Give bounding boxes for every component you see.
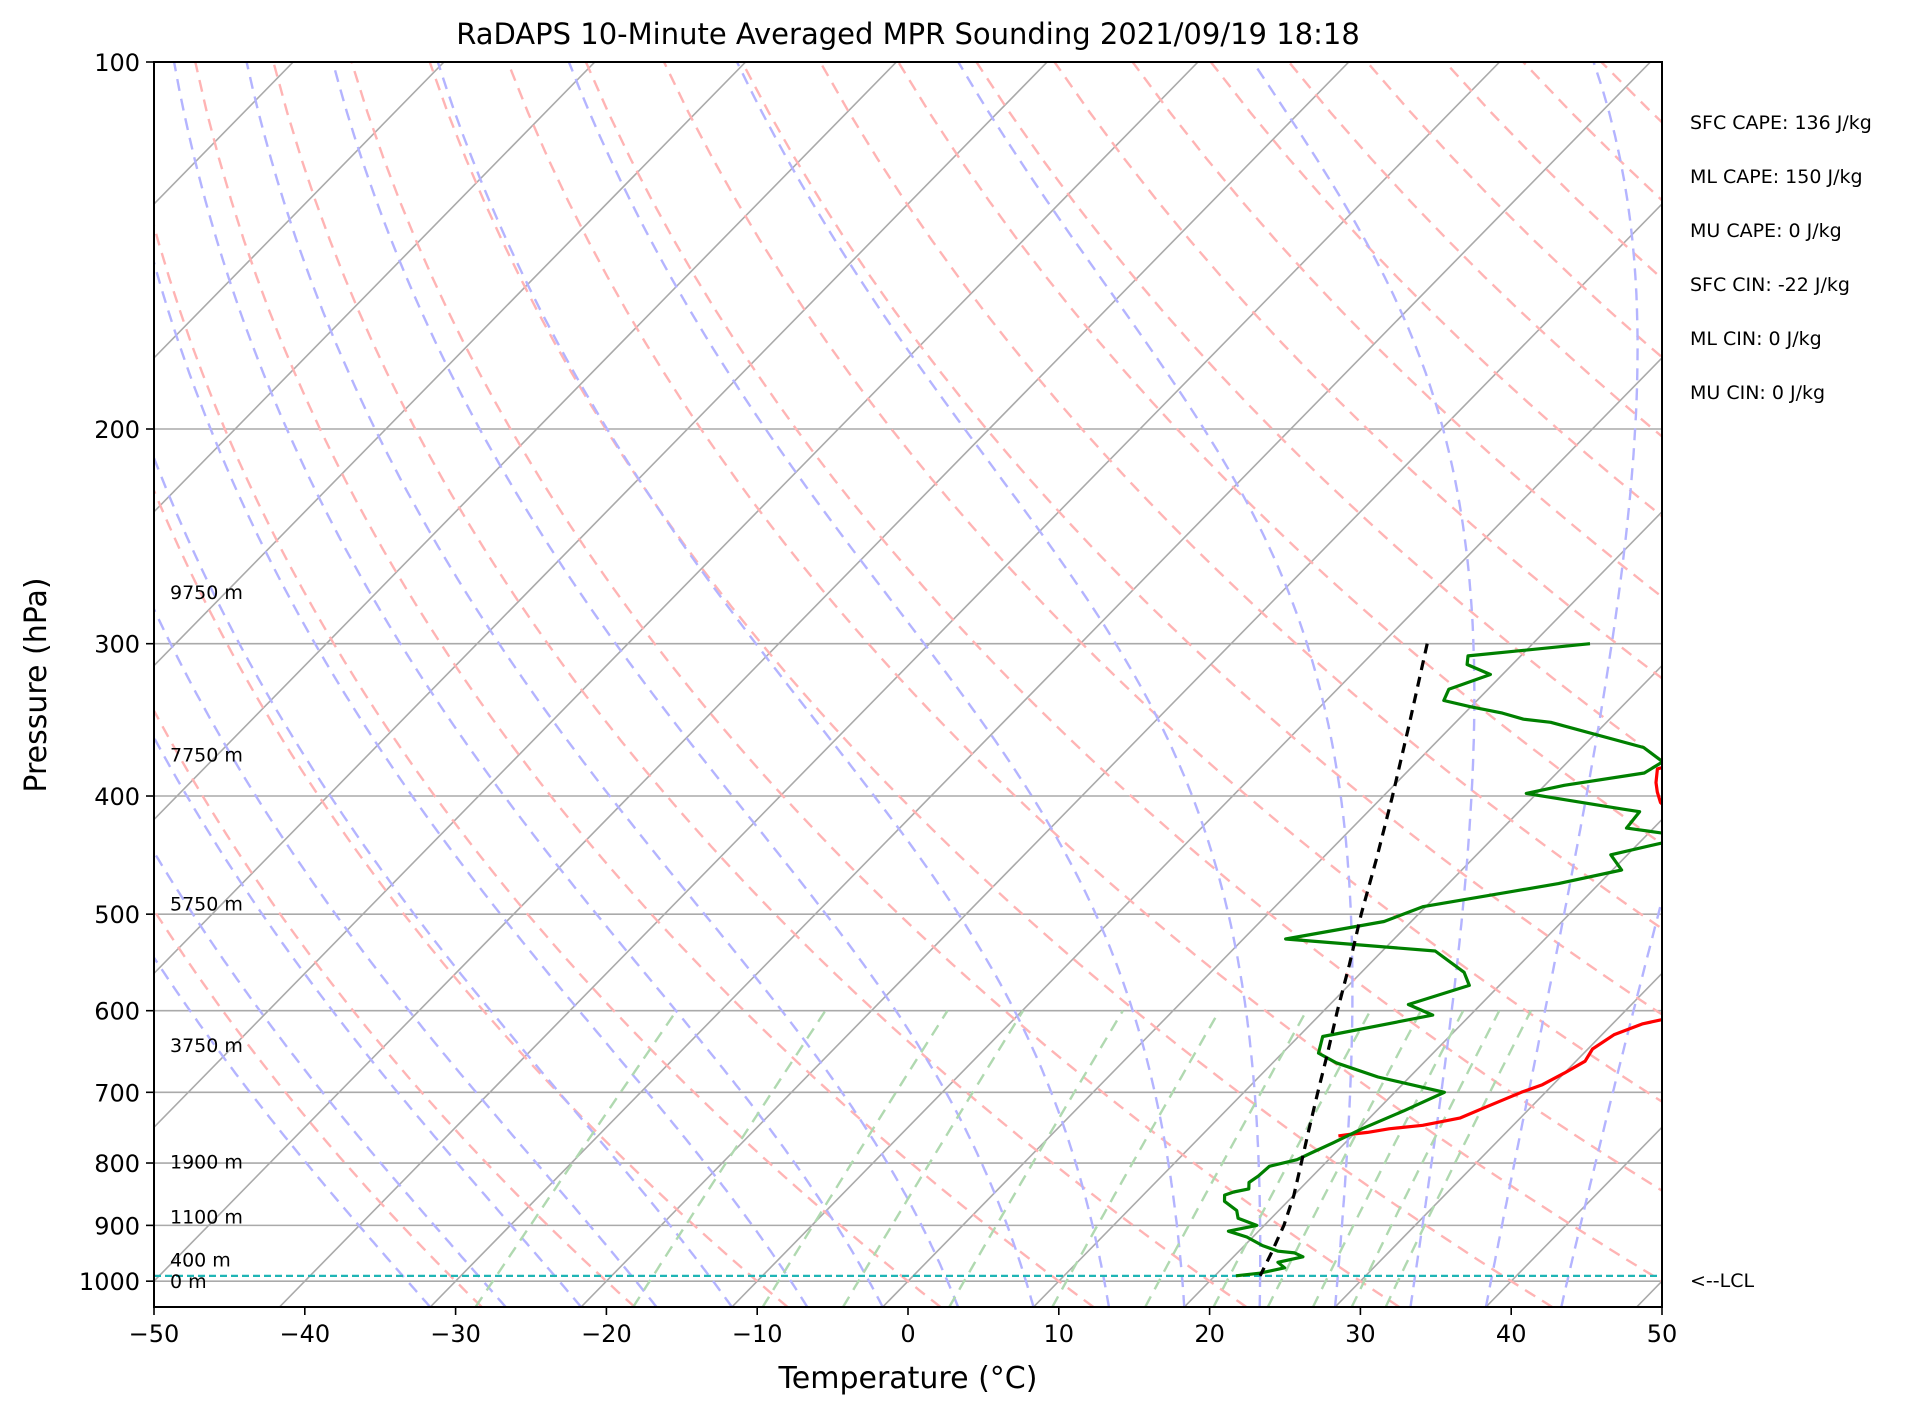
x-tick-label: 40 xyxy=(1496,1320,1527,1348)
isotherm xyxy=(1334,972,1662,1307)
moist-adiabat xyxy=(957,62,1354,1307)
dry-adiabat xyxy=(154,908,483,1307)
isotherm xyxy=(154,62,445,360)
stability-index: ML CIN: 0 J/kg xyxy=(1690,328,1822,350)
moist-adiabat xyxy=(331,62,1035,1307)
isotherm xyxy=(1032,664,1662,1307)
x-tick-label: −40 xyxy=(279,1320,330,1348)
mixing-ratio-line xyxy=(1350,1010,1501,1307)
height-label: 400 m xyxy=(170,1250,231,1272)
x-tick-label: −10 xyxy=(732,1320,783,1348)
moist-adiabat xyxy=(154,606,658,1307)
moist-adiabat xyxy=(154,955,432,1307)
temperature-profile xyxy=(1338,765,1662,1138)
height-label: 1100 m xyxy=(170,1206,243,1228)
x-tick-label: 20 xyxy=(1194,1320,1225,1348)
dry-adiabat xyxy=(662,62,1662,1104)
parcel-profile xyxy=(1258,643,1429,1277)
mixing-ratio-line xyxy=(761,1010,949,1307)
mixing-ratio-line xyxy=(948,1010,1124,1307)
y-tick-label: 100 xyxy=(94,49,140,77)
mixing-ratio-line xyxy=(1212,1010,1372,1307)
mixing-ratio-line xyxy=(1266,1010,1423,1307)
height-label: 7750 m xyxy=(170,745,243,767)
isotherm xyxy=(154,62,1350,1283)
x-tick-label: 10 xyxy=(1044,1320,1075,1348)
dewpoint-profile xyxy=(1222,642,1662,1278)
mixing-ratio-line xyxy=(1311,1010,1465,1307)
moist-adiabat xyxy=(735,62,1262,1307)
moist-adiabat xyxy=(567,62,1186,1307)
isotherm xyxy=(882,510,1662,1307)
moist-adiabat xyxy=(1484,62,1639,1307)
height-label: 5750 m xyxy=(170,893,243,915)
isotherm xyxy=(731,356,1662,1307)
mixing-ratio-line xyxy=(1051,1010,1221,1307)
mixing-ratio-line xyxy=(1384,1010,1533,1307)
y-tick-label: 900 xyxy=(94,1212,140,1240)
dry-adiabat xyxy=(154,708,636,1307)
chart-title: RaDAPS 10-Minute Averaged MPR Sounding 2… xyxy=(456,17,1360,51)
dry-adiabat xyxy=(584,62,1662,1193)
dry-adiabat xyxy=(350,62,1400,1307)
height-label: 9750 m xyxy=(170,582,243,604)
y-tick-label: 400 xyxy=(94,783,140,811)
x-tick-label: 0 xyxy=(900,1320,915,1348)
height-label: 3750 m xyxy=(170,1035,243,1057)
stability-index: MU CAPE: 0 J/kg xyxy=(1690,220,1842,242)
mixing-ratio-line xyxy=(632,1010,827,1307)
moist-adiabat xyxy=(245,62,960,1307)
isotherm xyxy=(154,62,897,821)
moist-adiabat xyxy=(172,62,884,1307)
isotherm xyxy=(1183,818,1662,1307)
dry-adiabat xyxy=(975,62,1662,763)
height-label: 0 m xyxy=(170,1271,207,1293)
y-tick-label: 800 xyxy=(94,1150,140,1178)
x-axis-label: Temperature (°C) xyxy=(778,1361,1038,1396)
x-tick-label: −20 xyxy=(581,1320,632,1348)
dry-adiabat xyxy=(1131,62,1662,599)
x-tick-label: −30 xyxy=(430,1320,481,1348)
dry-adiabat xyxy=(741,62,1662,1016)
y-tick-label: 600 xyxy=(94,998,140,1026)
moist-adiabat xyxy=(436,62,1111,1307)
isotherm xyxy=(154,62,1199,1129)
dry-adiabat xyxy=(272,62,1247,1307)
moist-adiabat xyxy=(1560,895,1662,1307)
moist-adiabat xyxy=(154,454,733,1307)
y-tick-label: 300 xyxy=(94,631,140,659)
stability-index: ML CAPE: 150 J/kg xyxy=(1690,166,1863,188)
x-tick-label: −50 xyxy=(129,1320,180,1348)
moist-adiabat xyxy=(154,258,809,1307)
isotherm xyxy=(154,62,596,513)
y-tick-label: 500 xyxy=(94,901,140,929)
y-tick-label: 1000 xyxy=(79,1268,140,1296)
stability-index: SFC CAPE: 136 J/kg xyxy=(1690,112,1872,134)
isotherm xyxy=(580,202,1662,1307)
y-tick-label: 700 xyxy=(94,1079,140,1107)
dry-adiabat xyxy=(194,62,1095,1307)
height-label: 1900 m xyxy=(170,1152,243,1174)
moist-adiabat xyxy=(1252,62,1476,1307)
dry-adiabat xyxy=(1053,62,1662,680)
y-axis-label: Pressure (hPa) xyxy=(19,577,54,792)
dry-adiabat xyxy=(428,62,1553,1307)
isotherm xyxy=(154,62,1048,975)
mixing-ratio-line xyxy=(1144,1010,1308,1307)
x-tick-label: 30 xyxy=(1345,1320,1376,1348)
dry-adiabat xyxy=(506,62,1662,1283)
x-tick-label: 50 xyxy=(1647,1320,1678,1348)
y-tick-label: 200 xyxy=(94,416,140,444)
stability-index: MU CIN: 0 J/kg xyxy=(1690,382,1825,404)
stability-index: SFC CIN: -22 J/kg xyxy=(1690,274,1850,296)
mixing-ratio-line xyxy=(841,1010,1025,1307)
isotherm xyxy=(429,62,1651,1307)
isotherm xyxy=(154,62,747,667)
mixing-ratio-line xyxy=(474,1010,678,1307)
lcl-label: <--LCL xyxy=(1690,1270,1754,1292)
